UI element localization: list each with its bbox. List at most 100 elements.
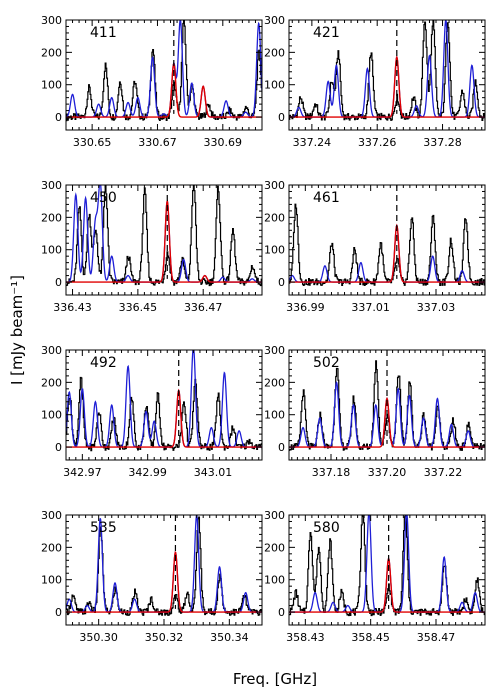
x-tick-label: 343.01	[194, 466, 233, 479]
spectrum-panel: 0 100 200 300 337.24 337.26 337.28 421	[264, 14, 486, 149]
model-line-spectrum	[66, 388, 262, 448]
spectrum-panel: 0 100 200 300 336.43 336.45 336.47 450	[41, 179, 263, 314]
y-tick-label: 0	[278, 276, 285, 289]
y-tick-label: 200	[41, 541, 62, 554]
y-tick-label: 100	[41, 79, 62, 92]
y-tick-label: 300	[41, 179, 62, 192]
spectrum-panel: 0 100 200 300 350.30 350.32 350.34 535	[41, 509, 263, 644]
spectrum-panel: 0 100 200 300 336.99 337.01 337.03 461	[264, 179, 486, 314]
plot-area	[289, 515, 485, 617]
y-tick-label: 0	[55, 276, 62, 289]
observed-spectrum	[289, 203, 485, 287]
y-tick-label: 300	[41, 344, 62, 357]
x-tick-label: 336.99	[286, 301, 325, 314]
model-line-spectrum	[66, 551, 262, 613]
y-tick-label: 100	[264, 409, 285, 422]
y-tick-label: 0	[278, 606, 285, 619]
panel-label: 492	[90, 355, 117, 371]
x-tick-label: 337.22	[424, 466, 463, 479]
y-tick-label: 200	[41, 376, 62, 389]
spectrum-panel: 0 100 200 300 337.18 337.20 337.22 502	[264, 344, 486, 479]
y-tick-label: 0	[55, 606, 62, 619]
y-tick-label: 200	[264, 211, 285, 224]
panel-frame	[288, 184, 486, 296]
x-tick-label: 330.69	[204, 136, 243, 149]
observed-spectrum	[66, 185, 262, 287]
observed-spectrum	[66, 376, 262, 452]
model-line-spectrum	[289, 557, 485, 613]
plot-area	[289, 350, 485, 451]
y-tick-label: 200	[41, 46, 62, 59]
plot-area	[289, 185, 485, 287]
x-tick-label: 336.45	[119, 301, 158, 314]
x-tick-label: 350.30	[79, 631, 118, 644]
model-total-spectrum	[289, 223, 485, 283]
y-tick-label: 0	[55, 441, 62, 454]
x-tick-label: 337.20	[368, 466, 407, 479]
panel-frame	[65, 349, 263, 461]
spectrum-panel: 0 100 200 300 358.43 358.45 358.47 580	[264, 509, 486, 644]
x-tick-label: 337.24	[293, 136, 332, 149]
y-tick-label: 200	[41, 211, 62, 224]
x-tick-label: 350.34	[210, 631, 249, 644]
y-tick-label: 100	[41, 244, 62, 257]
observed-spectrum	[66, 516, 262, 616]
panel-frame	[288, 514, 486, 626]
x-tick-label: 337.03	[417, 301, 456, 314]
plot-area	[66, 185, 262, 287]
x-tick-label: 337.28	[423, 136, 462, 149]
y-tick-label: 100	[264, 79, 285, 92]
observed-spectrum	[289, 20, 485, 122]
x-tick-label: 358.43	[286, 631, 325, 644]
model-line-spectrum	[289, 55, 485, 118]
plot-area	[289, 20, 485, 122]
plot-area	[66, 350, 262, 452]
x-tick-label: 342.97	[63, 466, 102, 479]
x-tick-label: 337.26	[358, 136, 397, 149]
panel-frame	[288, 19, 486, 131]
x-tick-label: 350.32	[145, 631, 184, 644]
panel-label: 535	[90, 520, 117, 536]
panel-label: 461	[313, 190, 340, 206]
spectrum-panel: 0 100 200 300 342.97 342.99 343.01 492	[41, 344, 263, 479]
y-tick-label: 100	[264, 574, 285, 587]
x-tick-label: 358.45	[351, 631, 390, 644]
x-tick-label: 358.47	[417, 631, 456, 644]
model-line-spectrum	[66, 61, 262, 118]
spectrum-panel: 0 100 200 300 330.65 330.67 330.69 411	[41, 14, 263, 149]
y-tick-label: 300	[264, 14, 285, 27]
y-tick-label: 300	[264, 344, 285, 357]
x-tick-label: 330.67	[138, 136, 177, 149]
y-tick-label: 100	[41, 574, 62, 587]
panel-label: 580	[313, 520, 340, 536]
y-tick-label: 300	[41, 509, 62, 522]
x-tick-label: 337.01	[351, 301, 390, 314]
y-tick-label: 100	[41, 409, 62, 422]
model-total-spectrum	[66, 20, 262, 118]
model-line-spectrum	[289, 396, 485, 448]
panel-label: 502	[313, 355, 340, 371]
y-tick-label: 300	[41, 14, 62, 27]
panel-label: 421	[313, 25, 340, 41]
y-tick-label: 200	[264, 46, 285, 59]
model-line-spectrum	[66, 199, 262, 283]
x-tick-label: 336.43	[53, 301, 92, 314]
y-tick-label: 300	[264, 179, 285, 192]
panel-label: 411	[90, 25, 117, 41]
x-tick-label: 336.47	[184, 301, 223, 314]
panel-grid: 0 100 200 300 330.65 330.67 330.69 411 0 100 200 30…	[41, 14, 486, 644]
plot-area	[66, 515, 262, 616]
y-tick-label: 200	[264, 376, 285, 389]
y-tick-label: 300	[264, 509, 285, 522]
y-tick-label: 0	[278, 441, 285, 454]
model-line-spectrum	[289, 223, 485, 283]
y-tick-label: 0	[278, 111, 285, 124]
x-tick-label: 342.99	[128, 466, 167, 479]
panel-label: 450	[90, 190, 117, 206]
x-axis-title: Freq. [GHz]	[233, 670, 317, 688]
y-axis-title: I [mJy beam⁻¹]	[8, 275, 26, 385]
x-tick-label: 330.65	[73, 136, 112, 149]
y-tick-label: 100	[264, 244, 285, 257]
y-tick-label: 0	[55, 111, 62, 124]
